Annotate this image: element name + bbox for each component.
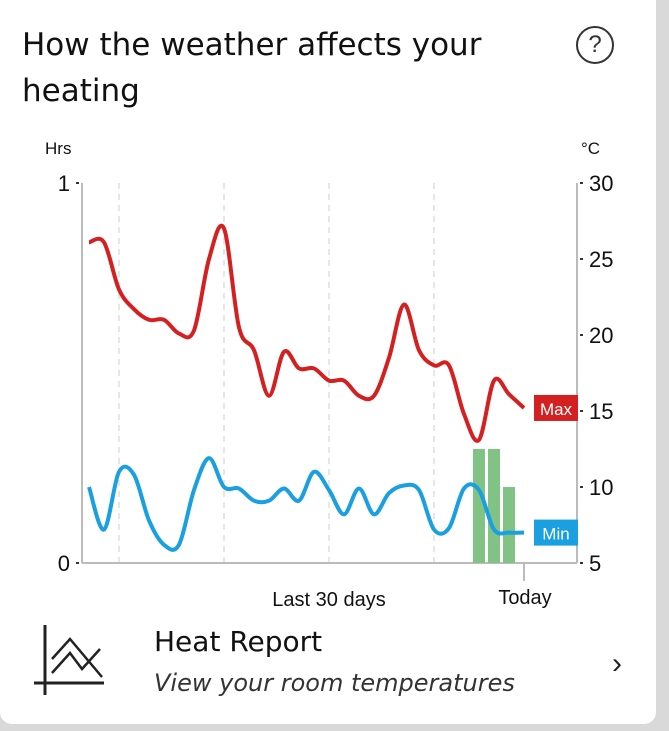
right-tick-label: 30 <box>589 171 613 196</box>
heating-bar <box>488 449 500 563</box>
x-axis-label: Last 30 days <box>272 589 385 611</box>
chevron-right-icon: › <box>612 647 622 680</box>
right-tick-label: 20 <box>589 323 613 348</box>
help-icon[interactable]: ? <box>576 26 614 64</box>
report-subtitle: View your room temperatures <box>154 669 515 697</box>
weather-heating-card: How the weather affects your heating ? H… <box>0 0 656 724</box>
max-badge-label: Max <box>540 400 573 419</box>
card-title: How the weather affects your heating <box>22 27 482 109</box>
max-badge <box>534 394 578 421</box>
left-tick-label: 1 <box>58 171 70 196</box>
heating-bar <box>473 449 485 563</box>
report-title: Heat Report <box>154 625 323 658</box>
right-tick-label: 10 <box>589 475 613 500</box>
left-tick-label: 0 <box>58 551 70 576</box>
today-label: Today <box>498 587 551 609</box>
right-tick-label: 5 <box>589 551 601 576</box>
heat-report-link[interactable]: Heat Report View your room temperatures … <box>0 615 656 710</box>
heating-bar <box>503 487 515 563</box>
left-axis-label: Hrs <box>45 139 71 158</box>
min-temp-line <box>87 456 525 552</box>
right-axis-label: °C <box>581 139 600 158</box>
chart-icon <box>34 625 104 695</box>
min-badge-label: Min <box>542 525 569 544</box>
max-temp-line <box>88 223 526 443</box>
min-badge <box>534 519 578 546</box>
right-tick-label: 15 <box>589 399 613 424</box>
right-tick-label: 25 <box>589 247 613 272</box>
